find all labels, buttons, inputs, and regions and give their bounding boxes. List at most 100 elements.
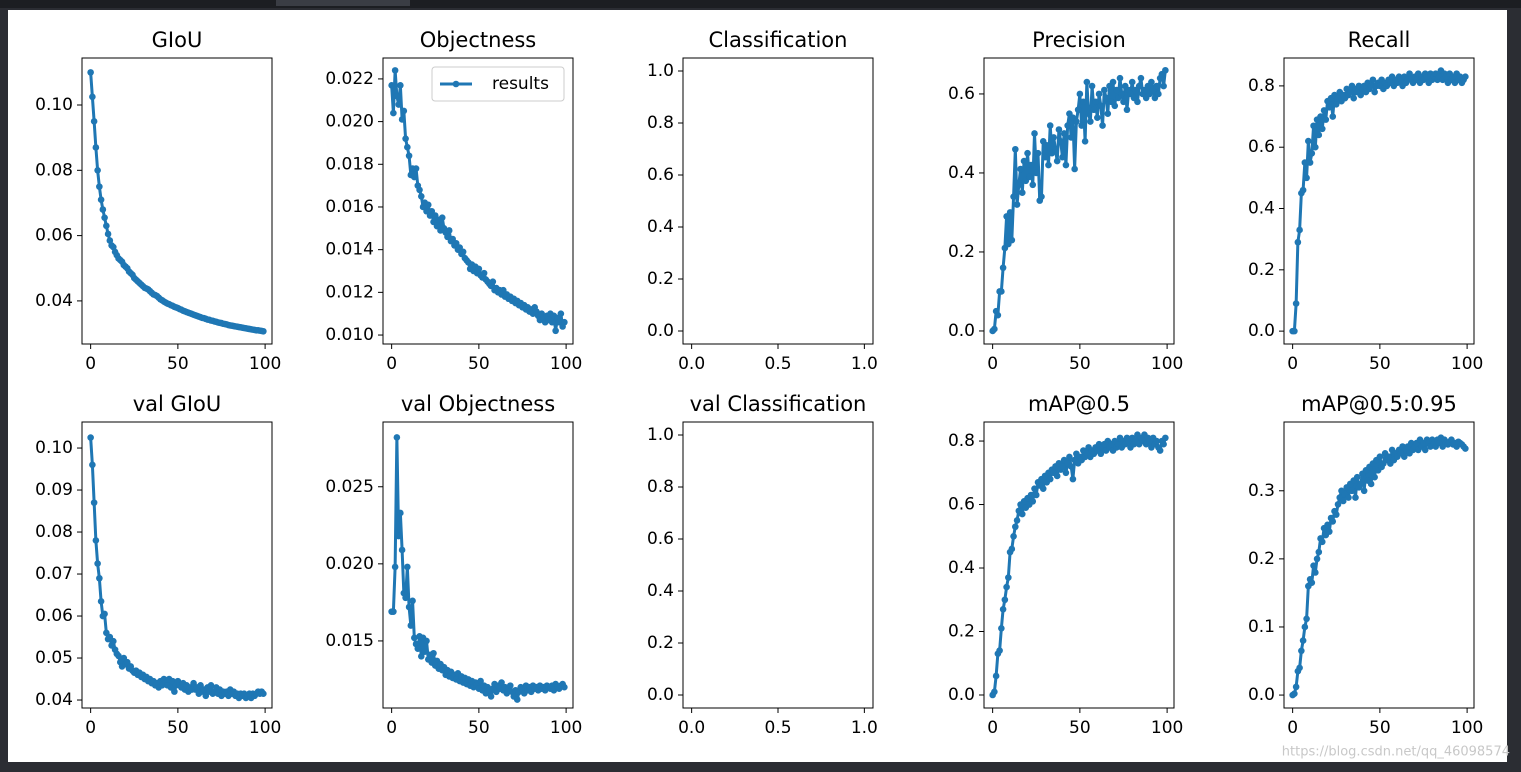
- point: [459, 248, 467, 256]
- x-tick-label: 1.0: [851, 718, 878, 738]
- legend-marker: [452, 80, 460, 88]
- point: [1006, 209, 1014, 216]
- legend-box: [431, 66, 565, 102]
- point: [1400, 453, 1408, 461]
- x-tick-label: 0: [1287, 718, 1298, 738]
- point: [1325, 104, 1333, 111]
- point: [1013, 517, 1021, 524]
- point: [1462, 445, 1469, 452]
- point: [1076, 90, 1084, 98]
- point: [1325, 528, 1333, 535]
- point: [1134, 98, 1141, 106]
- point: [1299, 186, 1307, 194]
- point: [1155, 90, 1162, 98]
- figure: [8, 10, 1507, 762]
- point: [390, 109, 397, 117]
- x-tick-label: 0: [987, 718, 998, 738]
- point: [1097, 450, 1105, 458]
- point: [1292, 683, 1300, 691]
- point: [1008, 236, 1016, 244]
- y-tick-label: 0.07: [35, 564, 73, 584]
- point: [1062, 469, 1070, 477]
- point: [103, 222, 110, 230]
- subplot-title: Objectness: [420, 28, 537, 52]
- point: [1029, 181, 1037, 189]
- y-tick-label: 1.0: [647, 425, 674, 445]
- axes-frame: [81, 57, 273, 345]
- point: [1371, 473, 1378, 481]
- point: [1010, 193, 1017, 200]
- axes-frame: [382, 57, 574, 345]
- point: [1352, 494, 1359, 501]
- point: [94, 560, 101, 567]
- point: [207, 682, 215, 689]
- point: [423, 637, 430, 645]
- point: [411, 634, 418, 642]
- point: [94, 167, 101, 174]
- point: [477, 677, 484, 685]
- point: [1038, 193, 1045, 200]
- subplot: val GIoU 0 50 100 0.04 0.05 0.06 0.07 0.08 0.09 0.…: [35, 392, 281, 738]
- point: [416, 186, 423, 194]
- x-tick-label: 100: [550, 354, 582, 374]
- point: [260, 327, 267, 335]
- point: [1329, 518, 1337, 525]
- point: [421, 648, 429, 656]
- point: [1156, 447, 1164, 454]
- point: [1312, 569, 1319, 576]
- point: [412, 165, 420, 172]
- point: [1081, 138, 1089, 145]
- point: [404, 563, 411, 571]
- point: [994, 311, 1002, 319]
- point: [393, 434, 401, 441]
- x-tick-label: 0: [85, 354, 96, 374]
- x-tick-label: 0: [85, 718, 96, 738]
- point: [998, 288, 1005, 295]
- y-tick-label: 0.0: [647, 685, 674, 705]
- y-tick-label: 0.8: [1248, 76, 1275, 96]
- x-tick-label: 100: [550, 718, 582, 738]
- point: [1027, 491, 1035, 499]
- y-tick-label: 0.3: [1248, 481, 1275, 501]
- x-tick-label: 0: [987, 354, 998, 374]
- point: [438, 214, 446, 221]
- point: [1116, 74, 1124, 82]
- point: [1310, 562, 1317, 569]
- x-tick-label: 50: [468, 718, 490, 738]
- point: [395, 101, 402, 108]
- point: [405, 152, 413, 160]
- x-tick-label: 1.0: [851, 354, 878, 374]
- point: [1059, 463, 1066, 470]
- point: [391, 563, 399, 571]
- point: [1071, 165, 1078, 173]
- axes-frame: [682, 57, 874, 345]
- point: [400, 107, 408, 115]
- point: [411, 173, 418, 181]
- point: [1055, 126, 1063, 133]
- point: [1332, 100, 1340, 108]
- point: [1045, 161, 1052, 169]
- subplot-title: mAP@0.5:0.95: [1301, 392, 1457, 416]
- point: [1052, 145, 1059, 153]
- point: [1074, 106, 1082, 114]
- point: [1088, 82, 1096, 90]
- point: [96, 183, 103, 190]
- point: [92, 537, 100, 544]
- point: [1322, 116, 1330, 123]
- y-tick-label: 0.022: [325, 69, 374, 89]
- point: [1312, 143, 1319, 151]
- point: [1120, 98, 1127, 106]
- subplot: mAP@0.5:0.95 0 50 100 0.0 0.1 0.2 0.3: [1248, 392, 1483, 738]
- x-tick-label: 100: [1151, 718, 1183, 738]
- point: [1292, 300, 1300, 307]
- y-tick-label: 0.8: [647, 477, 674, 497]
- point: [1296, 664, 1303, 672]
- y-tick-label: 0.6: [647, 529, 674, 549]
- y-tick-label: 0.018: [325, 154, 374, 174]
- y-tick-label: 0.010: [325, 325, 374, 345]
- y-tick-label: 0.014: [325, 240, 374, 260]
- point: [1371, 88, 1378, 96]
- y-tick-label: 0.2: [948, 242, 975, 262]
